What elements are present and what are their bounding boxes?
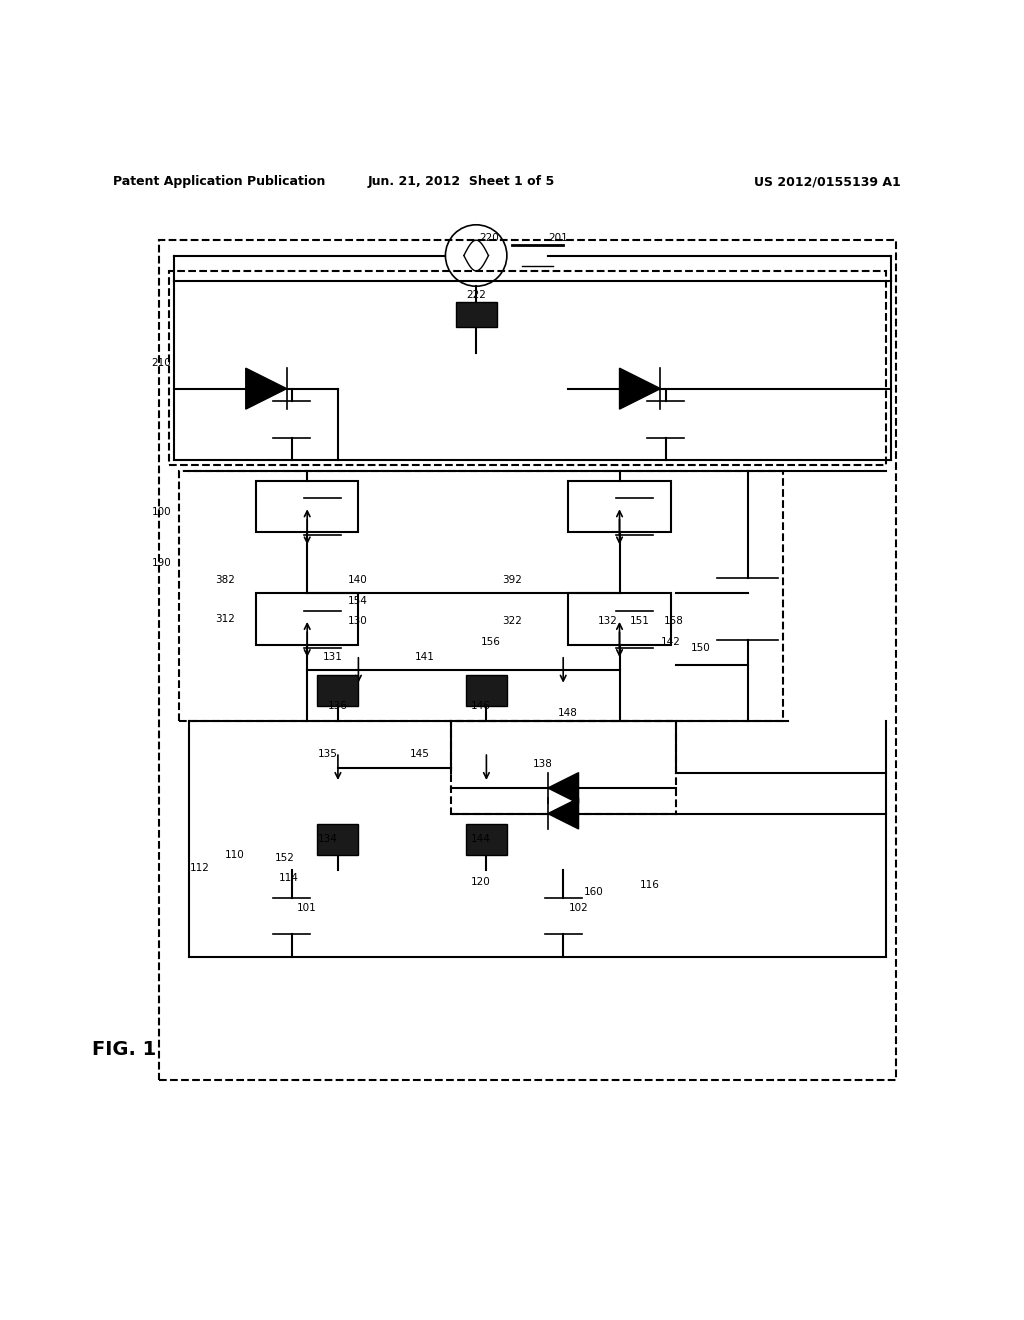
Text: 138: 138 [532,759,552,770]
Text: 135: 135 [317,750,337,759]
Text: 146: 146 [471,701,490,711]
Text: 141: 141 [415,652,434,661]
Text: 144: 144 [471,834,490,845]
Text: 190: 190 [152,558,171,568]
Text: Patent Application Publication: Patent Application Publication [113,176,325,189]
Text: 160: 160 [584,887,603,898]
Text: 120: 120 [471,878,490,887]
Text: 312: 312 [215,614,234,624]
Bar [456,301,497,327]
Text: 222: 222 [466,290,485,301]
Text: 110: 110 [225,850,245,859]
Polygon shape [620,368,660,409]
Text: 220: 220 [479,234,499,243]
Text: 116: 116 [640,880,659,890]
Bar [256,594,358,644]
Text: 392: 392 [502,576,521,585]
Bar [159,240,896,1080]
Polygon shape [548,772,579,804]
Text: 100: 100 [152,507,171,516]
Text: 140: 140 [348,576,368,585]
Text: 145: 145 [410,750,429,759]
Text: 382: 382 [215,576,234,585]
Text: 134: 134 [317,834,337,845]
Bar [179,470,783,722]
Polygon shape [246,368,287,409]
Text: 136: 136 [328,701,347,711]
Polygon shape [548,799,579,829]
Bar [466,824,507,854]
Bar [317,676,358,706]
Text: 156: 156 [481,636,501,647]
Bar [568,594,671,644]
Bar [169,271,886,466]
Text: 112: 112 [189,863,209,873]
Text: 322: 322 [502,616,521,626]
Text: 152: 152 [274,853,294,863]
Bar [256,480,358,532]
Text: 102: 102 [568,903,588,913]
Text: US 2012/0155139 A1: US 2012/0155139 A1 [755,176,901,189]
Text: 210: 210 [152,358,171,368]
Bar [466,676,507,706]
Text: 101: 101 [297,903,316,913]
Text: FIG. 1: FIG. 1 [92,1040,157,1059]
Bar [451,722,676,813]
Bar [568,480,671,532]
Text: 132: 132 [598,616,617,626]
Bar [317,824,358,854]
Text: 201: 201 [548,234,567,243]
Text: 154: 154 [348,595,368,606]
Text: 131: 131 [323,652,342,661]
Text: 148: 148 [558,709,578,718]
Text: 114: 114 [279,873,298,883]
Text: 158: 158 [664,616,683,626]
Text: 151: 151 [630,616,649,626]
Text: 142: 142 [660,636,680,647]
Text: 150: 150 [691,643,711,652]
Text: Jun. 21, 2012  Sheet 1 of 5: Jun. 21, 2012 Sheet 1 of 5 [368,176,554,189]
Text: 130: 130 [348,616,368,626]
